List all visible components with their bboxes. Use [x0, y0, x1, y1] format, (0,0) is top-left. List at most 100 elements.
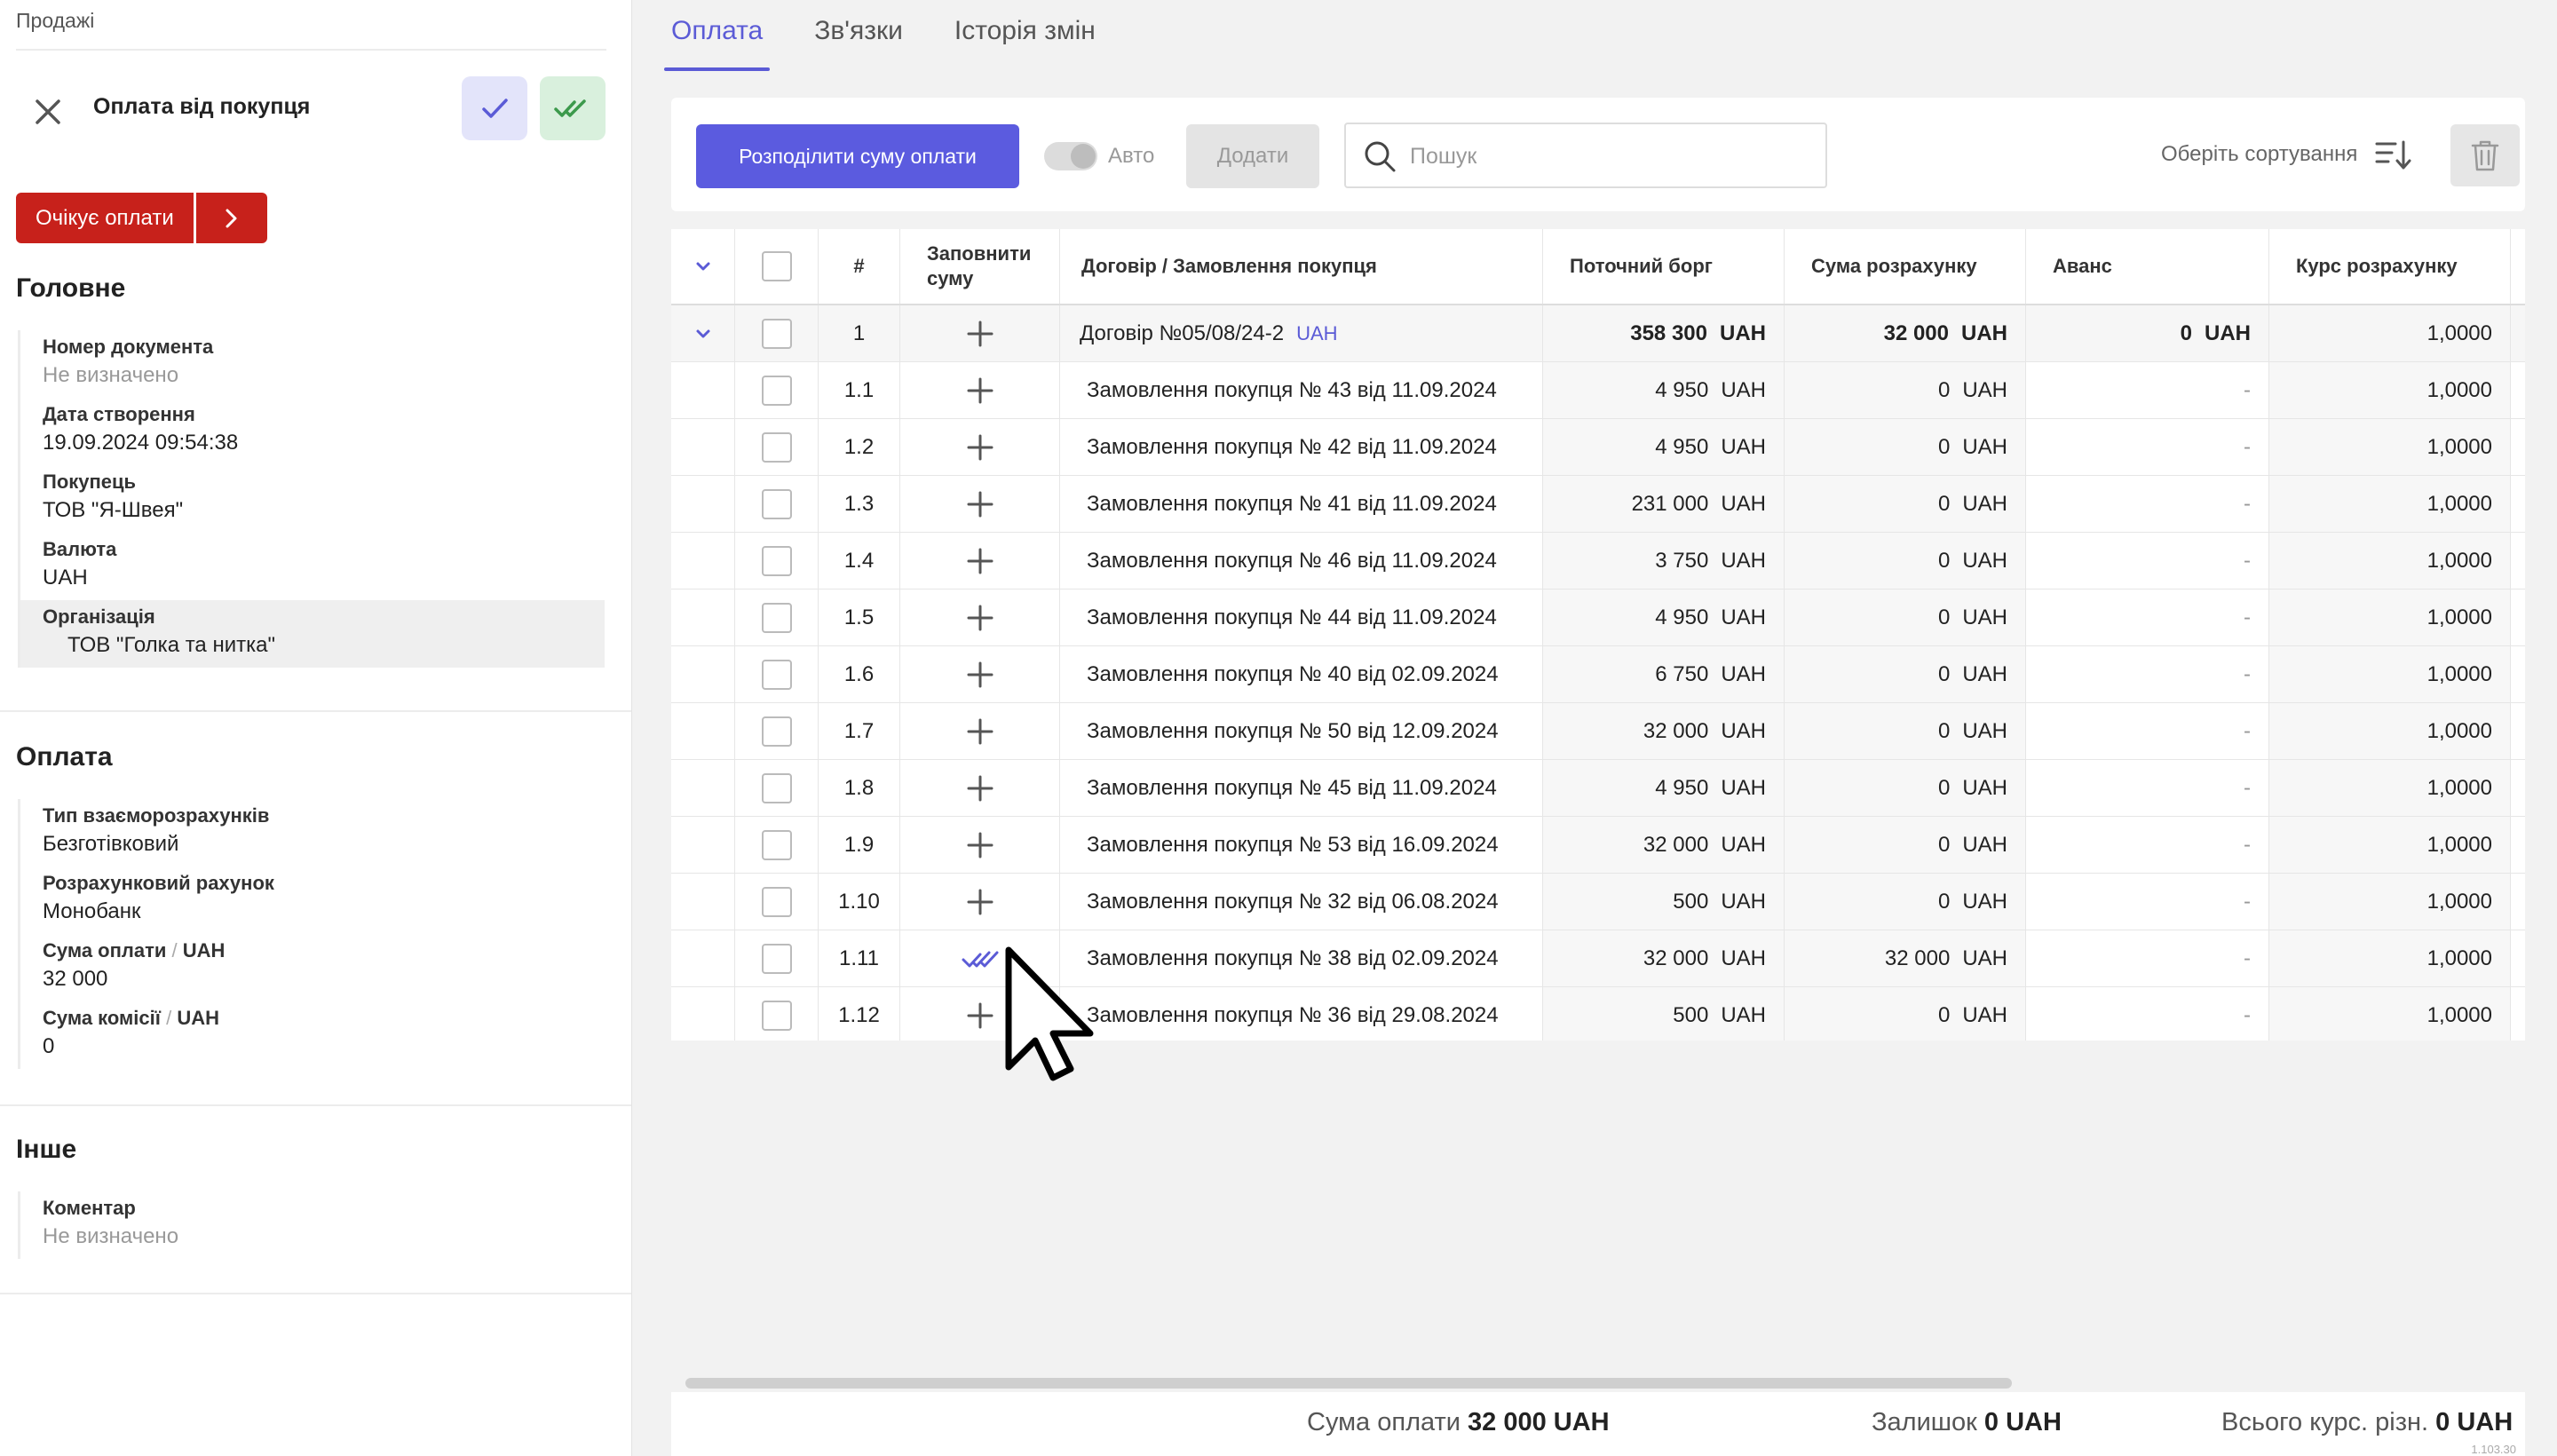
- order-name[interactable]: Замовлення покупця № 38 від 02.09.2024: [1060, 930, 1543, 986]
- table-row[interactable]: 1.7 Замовлення покупця № 50 від 12.09.202…: [671, 703, 2525, 760]
- order-name[interactable]: Замовлення покупця № 36 від 29.08.2024: [1060, 987, 1543, 1041]
- row-checkbox[interactable]: [761, 659, 792, 690]
- fill-amount-button[interactable]: [900, 760, 1060, 816]
- row-checkbox[interactable]: [761, 716, 792, 747]
- tab-links[interactable]: Зв'язки: [814, 16, 903, 45]
- fill-amount-button[interactable]: [900, 305, 1060, 361]
- row-checkbox[interactable]: [761, 318, 792, 349]
- table-row[interactable]: 1.6 Замовлення покупця № 40 від 02.09.202…: [671, 646, 2525, 703]
- sum-cell[interactable]: 0 UAH: [1785, 874, 2026, 930]
- add-button[interactable]: Додати: [1186, 124, 1319, 188]
- fill-amount-button[interactable]: [900, 703, 1060, 759]
- row-checkbox[interactable]: [761, 545, 792, 576]
- order-name[interactable]: Замовлення покупця № 42 від 11.09.2024: [1060, 419, 1543, 475]
- row-checkbox[interactable]: [761, 772, 792, 803]
- delete-button[interactable]: [2450, 124, 2520, 186]
- table-row-contract[interactable]: 1 Договір №05/08/24-2 UAH 358 300 UAH 32 …: [671, 305, 2525, 362]
- order-name[interactable]: Замовлення покупця № 46 від 11.09.2024: [1060, 533, 1543, 589]
- field-creation-date[interactable]: Дата створення 19.09.2024 09:54:38: [20, 398, 605, 465]
- fill-amount-button[interactable]: [900, 590, 1060, 645]
- column-header-sum[interactable]: Сума розрахунку: [1785, 229, 2026, 304]
- sum-cell[interactable]: 32 000 UAH: [1785, 930, 2026, 986]
- status-button[interactable]: Очікує оплати: [16, 193, 194, 243]
- order-name[interactable]: Замовлення покупця № 32 від 06.08.2024: [1060, 874, 1543, 930]
- row-checkbox[interactable]: [761, 886, 792, 917]
- select-all-checkbox[interactable]: [761, 251, 792, 281]
- field-currency[interactable]: Валюта UAH: [20, 533, 605, 600]
- horizontal-scrollbar[interactable]: [685, 1378, 2012, 1389]
- row-checkbox[interactable]: [761, 431, 792, 463]
- next-status-button[interactable]: [195, 193, 267, 243]
- auto-toggle[interactable]: [1044, 142, 1097, 170]
- column-header-document[interactable]: Договір / Замовлення покупця: [1060, 229, 1543, 304]
- order-name[interactable]: Замовлення покупця № 43 від 11.09.2024: [1060, 362, 1543, 418]
- table-row[interactable]: 1.2 Замовлення покупця № 42 від 11.09.202…: [671, 419, 2525, 476]
- field-settlement-type[interactable]: Тип взаєморозрахунків Безготівковий: [20, 799, 605, 866]
- field-commission[interactable]: Сума комісії / UAH 0: [20, 1001, 605, 1069]
- fill-amount-button[interactable]: [900, 646, 1060, 702]
- table-row[interactable]: 1.1 Замовлення покупця № 43 від 11.09.202…: [671, 362, 2525, 419]
- table-row[interactable]: 1.4 Замовлення покупця № 46 від 11.09.202…: [671, 533, 2525, 590]
- column-header-debt[interactable]: Поточний борг: [1543, 229, 1785, 304]
- sum-cell[interactable]: 0 UAH: [1785, 590, 2026, 645]
- post-button[interactable]: [540, 76, 606, 140]
- row-checkbox[interactable]: [761, 1000, 792, 1031]
- order-name[interactable]: Замовлення покупця № 50 від 12.09.2024: [1060, 703, 1543, 759]
- field-organization[interactable]: Організація ТОВ "Голка та нитка": [20, 600, 605, 668]
- field-document-number[interactable]: Номер документа Не визначено: [20, 330, 605, 398]
- sum-cell[interactable]: 0 UAH: [1785, 646, 2026, 702]
- table-row[interactable]: 1.8 Замовлення покупця № 45 від 11.09.202…: [671, 760, 2525, 817]
- row-checkbox[interactable]: [761, 829, 792, 860]
- table-row[interactable]: 1.12 Замовлення покупця № 36 від 29.08.20…: [671, 987, 2525, 1041]
- approve-button[interactable]: [462, 76, 527, 140]
- order-name[interactable]: Замовлення покупця № 41 від 11.09.2024: [1060, 476, 1543, 532]
- table-row[interactable]: 1.11 Замовлення покупця № 38 від 02.09.20…: [671, 930, 2525, 987]
- tab-history[interactable]: Історія змін: [954, 16, 1096, 45]
- table-row[interactable]: 1.5 Замовлення покупця № 44 від 11.09.202…: [671, 590, 2525, 646]
- fill-amount-button[interactable]: [900, 362, 1060, 418]
- order-name[interactable]: Замовлення покупця № 44 від 11.09.2024: [1060, 590, 1543, 645]
- search-input[interactable]: [1410, 137, 1801, 176]
- contract-currency-link[interactable]: UAH: [1296, 321, 1338, 344]
- sort-icon[interactable]: [2374, 137, 2411, 174]
- collapse-row-toggle[interactable]: [671, 305, 735, 361]
- row-checkbox[interactable]: [761, 375, 792, 406]
- row-checkbox[interactable]: [761, 602, 792, 633]
- order-name[interactable]: Замовлення покупця № 45 від 11.09.2024: [1060, 760, 1543, 816]
- sum-cell[interactable]: 0 UAH: [1785, 703, 2026, 759]
- fill-amount-button[interactable]: [900, 817, 1060, 873]
- tab-payment[interactable]: Оплата: [663, 0, 771, 71]
- order-name[interactable]: Замовлення покупця № 53 від 16.09.2024: [1060, 817, 1543, 873]
- column-header-fill[interactable]: Заповнити суму: [900, 229, 1060, 304]
- expand-all-toggle[interactable]: [671, 229, 735, 304]
- sum-cell[interactable]: 0 UAH: [1785, 419, 2026, 475]
- row-checkbox[interactable]: [761, 488, 792, 519]
- order-name[interactable]: Замовлення покупця № 40 від 02.09.2024: [1060, 646, 1543, 702]
- field-payment-amount[interactable]: Сума оплати / UAH 32 000: [20, 934, 605, 1001]
- fill-amount-button[interactable]: [900, 419, 1060, 475]
- table-row[interactable]: 1.9 Замовлення покупця № 53 від 16.09.202…: [671, 817, 2525, 874]
- field-bank-account[interactable]: Розрахунковий рахунок Монобанк: [20, 866, 605, 934]
- sort-label[interactable]: Оберіть сортування: [2161, 142, 2358, 166]
- fill-amount-button[interactable]: [900, 533, 1060, 589]
- column-header-rate[interactable]: Курс розрахунку: [2269, 229, 2511, 304]
- fill-amount-button[interactable]: [900, 930, 1060, 986]
- sum-cell[interactable]: 0 UAH: [1785, 533, 2026, 589]
- distribute-amount-button[interactable]: Розподілити суму оплати: [696, 124, 1019, 188]
- close-icon[interactable]: [30, 94, 66, 130]
- sum-cell[interactable]: 0 UAH: [1785, 987, 2026, 1041]
- sum-cell[interactable]: 0 UAH: [1785, 362, 2026, 418]
- breadcrumb[interactable]: Продажі: [16, 9, 95, 32]
- column-header-advance[interactable]: Аванс: [2026, 229, 2269, 304]
- sum-cell[interactable]: 0 UAH: [1785, 760, 2026, 816]
- sum-cell[interactable]: 0 UAH: [1785, 476, 2026, 532]
- field-customer[interactable]: Покупець ТОВ "Я-Швея": [20, 465, 605, 533]
- field-comment[interactable]: Коментар Не визначено: [20, 1191, 605, 1259]
- sum-cell[interactable]: 0 UAH: [1785, 817, 2026, 873]
- column-header-number[interactable]: #: [819, 229, 900, 304]
- table-row[interactable]: 1.10 Замовлення покупця № 32 від 06.08.20…: [671, 874, 2525, 930]
- row-checkbox[interactable]: [761, 943, 792, 974]
- fill-amount-button[interactable]: [900, 476, 1060, 532]
- table-row[interactable]: 1.3 Замовлення покупця № 41 від 11.09.202…: [671, 476, 2525, 533]
- fill-amount-button[interactable]: [900, 874, 1060, 930]
